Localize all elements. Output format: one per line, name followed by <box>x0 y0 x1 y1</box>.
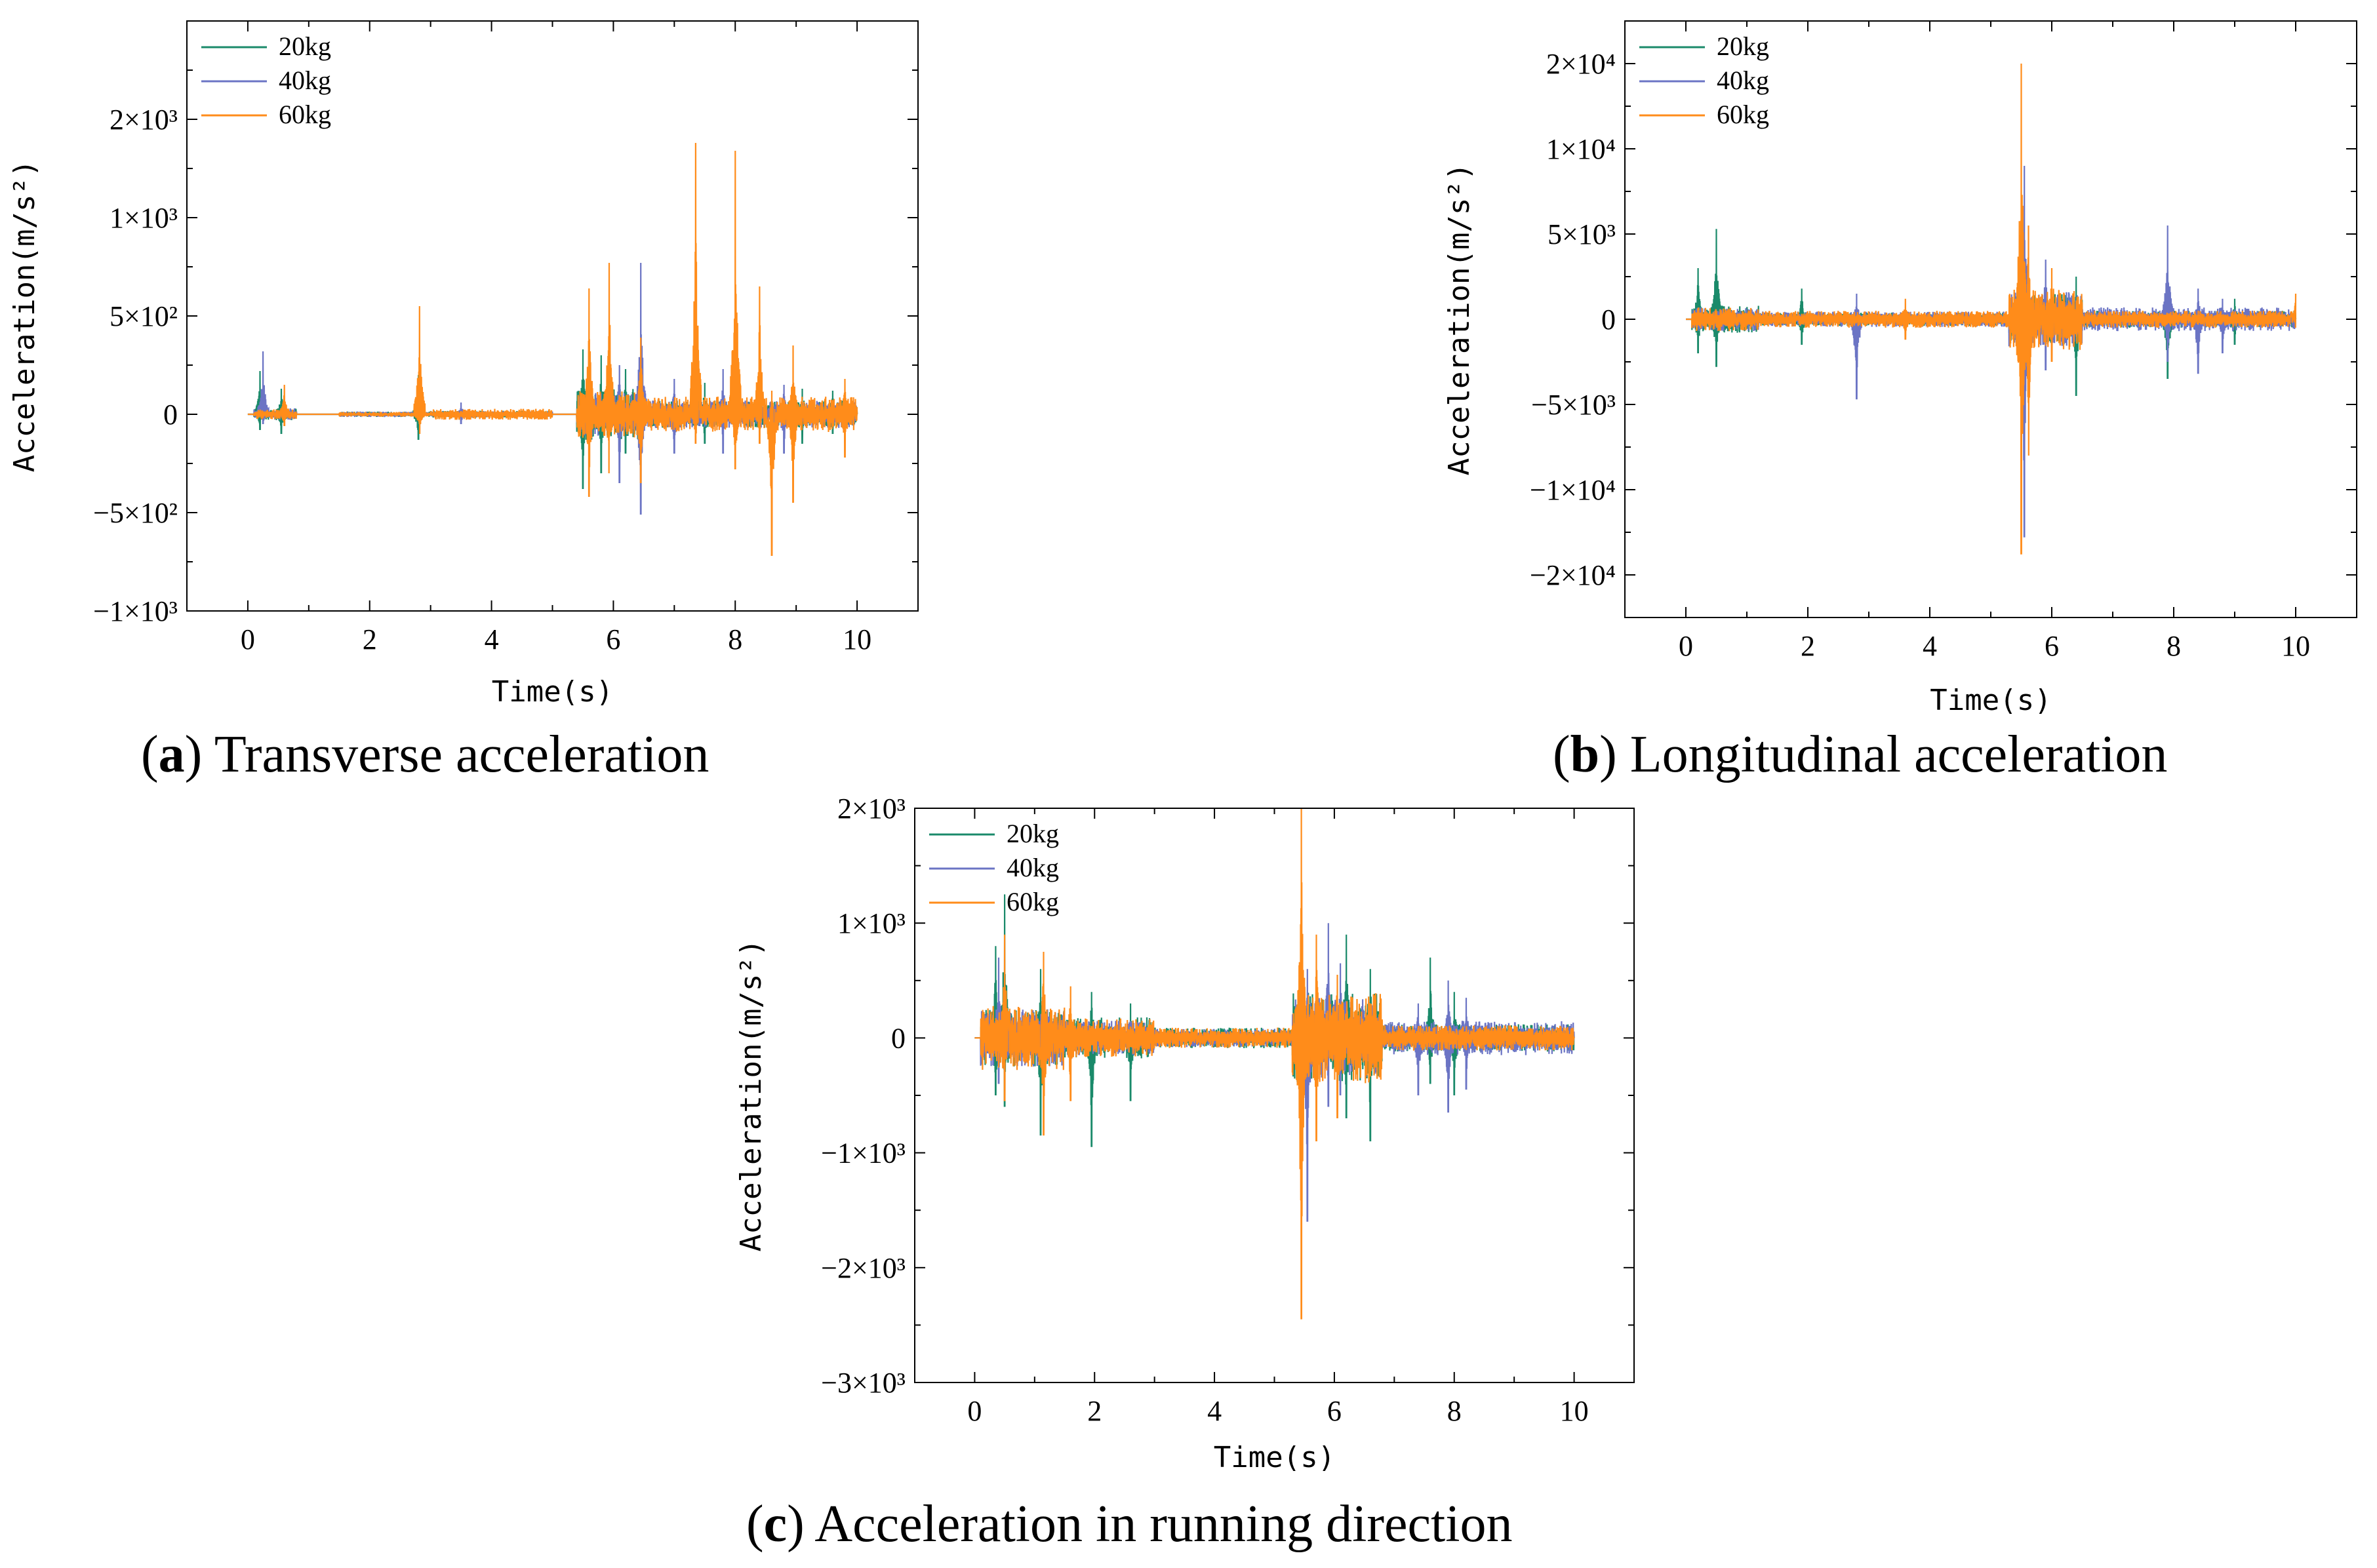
caption-c: (c) Acceleration in running direction <box>746 1495 1513 1553</box>
legend-label-60kg: 60kg <box>279 100 331 129</box>
x-tick-label: 10 <box>2281 630 2310 662</box>
x-tick-label: 8 <box>1447 1395 1462 1427</box>
x-tick-label: 4 <box>1923 630 1937 662</box>
caption-a-letter: a <box>158 726 185 783</box>
legend-label-20kg: 20kg <box>1007 819 1059 848</box>
y-tick-label: −1×10³ <box>821 1137 906 1169</box>
legend: 20kg 40kg 60kg <box>929 819 1059 916</box>
y-tick-label: 5×10² <box>110 300 178 332</box>
chart-transverse-acceleration: 0 2 4 6 8 10 −1×10³ −5×10² 0 5×10² 1×10³ 2×10³ Time(… <box>8 20 919 709</box>
x-tick-label: 10 <box>843 623 871 656</box>
legend-label-40kg: 40kg <box>279 66 331 95</box>
chart-longitudinal-acceleration: 0 2 4 6 8 10 −2×10⁴ −1×10⁴ −5×10³ 0 5×10³ 1×10⁴ 2×10… <box>1443 20 2357 717</box>
x-axis-title: Time(s) <box>1930 684 2051 717</box>
x-tick-label: 4 <box>485 623 499 656</box>
caption-a-text: Transverse acceleration <box>202 726 709 783</box>
legend: 20kg 40kg 60kg <box>201 31 331 129</box>
x-tick-label: 8 <box>728 623 742 656</box>
series-line-60kg-c <box>974 808 1575 1320</box>
y-tick-label: −1×10⁴ <box>1530 474 1616 506</box>
series-line-40kg-b <box>1686 165 2297 538</box>
y-tick-label: −5×10² <box>93 497 178 529</box>
series-line-60kg-b <box>1686 63 2297 555</box>
legend-label-40kg: 40kg <box>1717 66 1769 95</box>
x-tick-label: 2 <box>363 623 377 656</box>
legend-label-40kg: 40kg <box>1007 853 1059 882</box>
legend-label-20kg: 20kg <box>279 31 331 61</box>
x-tick-label: 8 <box>2167 630 2181 662</box>
y-tick-label: 1×10⁴ <box>1546 133 1616 165</box>
y-tick-label: −1×10³ <box>93 595 178 627</box>
y-tick-label: −5×10³ <box>1531 389 1616 421</box>
y-tick-label: 2×10⁴ <box>1546 48 1616 80</box>
y-tick-label: 2×10³ <box>110 104 178 136</box>
x-axis-title: Time(s) <box>1214 1441 1335 1474</box>
caption-c-letter: c <box>763 1495 788 1553</box>
x-tick-label: 6 <box>606 623 620 656</box>
y-tick-label: −2×10³ <box>821 1252 906 1284</box>
x-tick-label: 2 <box>1087 1395 1102 1427</box>
x-tick-label: 0 <box>241 623 255 656</box>
y-tick-label: 0 <box>1601 304 1616 336</box>
y-tick-label: 2×10³ <box>837 793 906 825</box>
y-tick-label: 1×10³ <box>837 907 906 939</box>
x-tick-label: 6 <box>2045 630 2059 662</box>
caption-a: (a) Transverse acceleration <box>141 726 709 783</box>
y-tick-label: 5×10³ <box>1548 218 1616 250</box>
y-axis-title: Acceleration(m/s²) <box>734 939 768 1252</box>
caption-b-text: Longitudinal acceleration <box>1616 726 2168 783</box>
x-tick-label: 0 <box>1679 630 1693 662</box>
x-tick-label: 0 <box>967 1395 982 1427</box>
y-tick-label: −2×10⁴ <box>1530 559 1616 591</box>
legend-label-60kg: 60kg <box>1717 100 1769 129</box>
y-tick-label: 1×10³ <box>110 202 178 234</box>
y-axis-title: Acceleration(m/s²) <box>8 160 41 473</box>
x-tick-label: 10 <box>1560 1395 1589 1427</box>
series-line-40kg-c <box>974 923 1575 1222</box>
caption-b: (b) Longitudinal acceleration <box>1553 726 2168 783</box>
x-tick-label: 4 <box>1207 1395 1222 1427</box>
y-tick-label: −3×10³ <box>821 1367 906 1399</box>
chart-running-direction-acceleration: 0 2 4 6 8 10 −3×10³ −2×10³ −1×10³ 0 1×10³ 2×10³ Time… <box>734 793 1635 1474</box>
y-tick-label: 0 <box>891 1022 906 1054</box>
series-line-40kg-a <box>247 262 858 515</box>
legend-label-20kg: 20kg <box>1717 31 1769 61</box>
y-axis-title: Acceleration(m/s²) <box>1443 163 1476 476</box>
caption-b-letter: b <box>1570 726 1600 783</box>
x-tick-label: 6 <box>1327 1395 1342 1427</box>
series-line-60kg-a <box>247 142 858 557</box>
legend-label-60kg: 60kg <box>1007 887 1059 916</box>
caption-c-text: Acceleration in running direction <box>804 1495 1513 1553</box>
y-tick-label: 0 <box>163 399 178 431</box>
x-tick-label: 2 <box>1801 630 1815 662</box>
legend: 20kg 40kg 60kg <box>1639 31 1769 129</box>
x-axis-title: Time(s) <box>492 675 613 709</box>
